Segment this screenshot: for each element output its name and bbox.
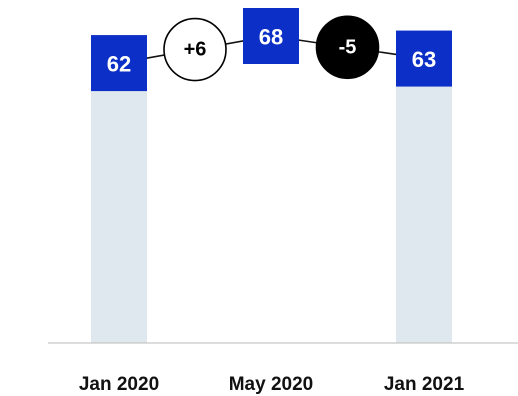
data-label-2: 68 (259, 25, 283, 50)
delta-label-2: -5 (339, 36, 357, 58)
delta-circle-2 (315, 15, 380, 80)
data-label-3: 63 (412, 47, 436, 72)
x-tick-label-3: Jan 2021 (384, 374, 465, 395)
data-label-1: 62 (107, 52, 131, 77)
delta-label-1: +6 (184, 39, 207, 61)
x-tick-label-1: Jan 2020 (79, 374, 159, 395)
value-box-2 (243, 8, 299, 64)
bar-jan-2021 (396, 58, 452, 344)
value-box-1 (91, 35, 147, 92)
bar-jan-2020 (91, 63, 147, 344)
value-box-3 (396, 30, 452, 87)
delta-circle-1 (163, 17, 227, 82)
x-tick-label-2: May 2020 (229, 374, 314, 395)
